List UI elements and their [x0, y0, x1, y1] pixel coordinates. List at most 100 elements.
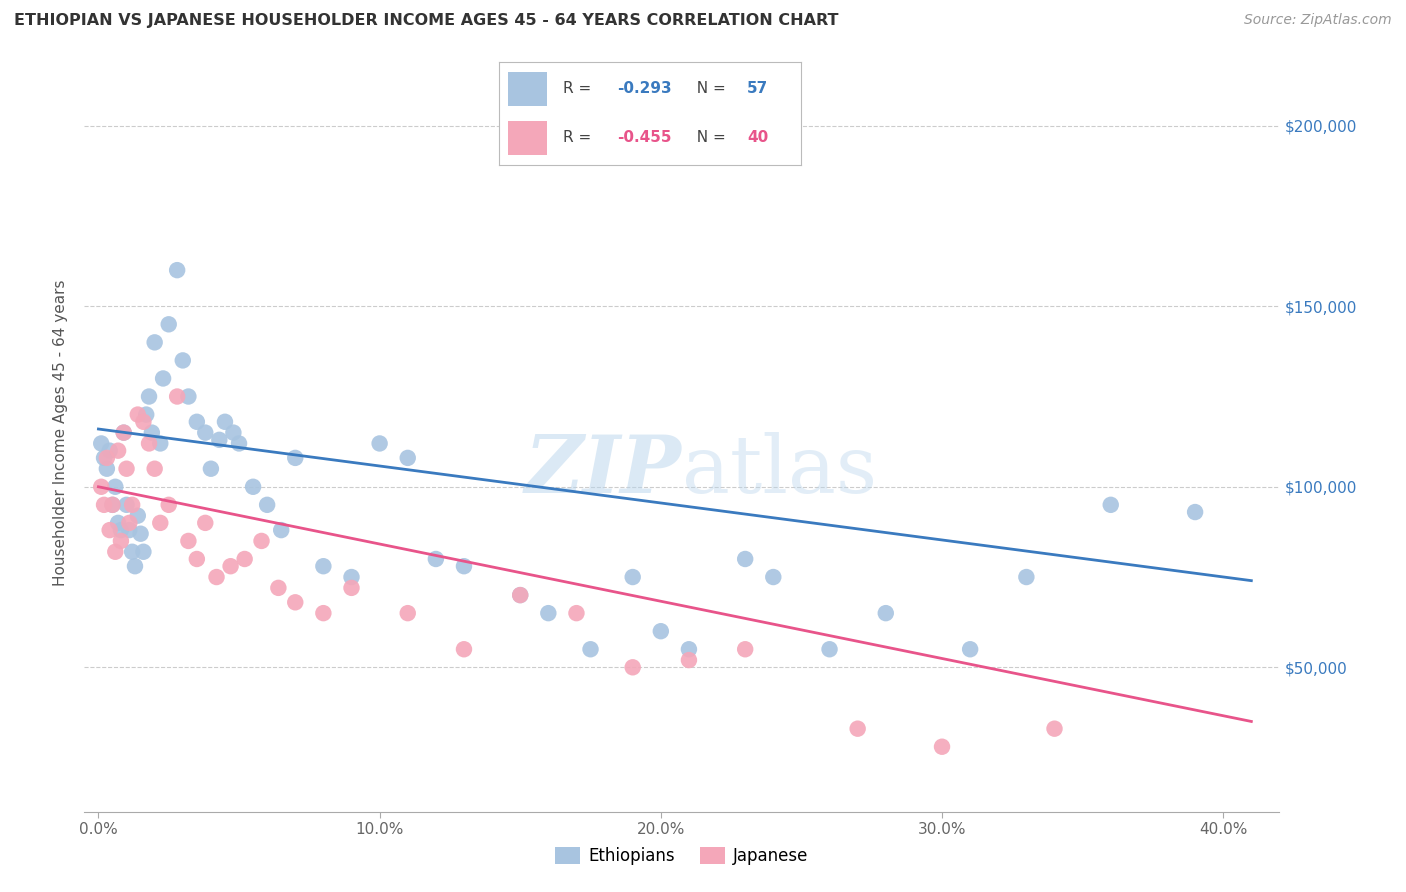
- Point: [112, 425, 135, 440]
- Text: Source: ZipAtlas.com: Source: ZipAtlas.com: [1244, 13, 1392, 28]
- Point: [112, 425, 135, 440]
- Text: 57: 57: [747, 81, 768, 96]
- Point: [256, 498, 278, 512]
- Point: [1015, 570, 1038, 584]
- Point: [1099, 498, 1122, 512]
- Point: [157, 498, 180, 512]
- Point: [678, 642, 700, 657]
- Point: [104, 545, 127, 559]
- Point: [141, 425, 163, 440]
- Point: [267, 581, 290, 595]
- Point: [98, 523, 121, 537]
- Point: [104, 480, 127, 494]
- Point: [129, 526, 152, 541]
- Point: [186, 415, 208, 429]
- Point: [143, 461, 166, 475]
- Point: [509, 588, 531, 602]
- Point: [90, 480, 112, 494]
- Point: [166, 390, 188, 404]
- Point: [312, 559, 335, 574]
- Point: [121, 498, 143, 512]
- Point: [250, 533, 273, 548]
- Text: R =: R =: [562, 130, 596, 145]
- Point: [242, 480, 264, 494]
- Point: [565, 606, 588, 620]
- Point: [98, 443, 121, 458]
- Point: [115, 461, 138, 475]
- Point: [118, 516, 141, 530]
- Point: [734, 642, 756, 657]
- Legend: Ethiopians, Japanese: Ethiopians, Japanese: [548, 840, 815, 871]
- Point: [200, 461, 222, 475]
- Point: [135, 408, 157, 422]
- Point: [340, 570, 363, 584]
- Point: [149, 436, 172, 450]
- Point: [186, 552, 208, 566]
- Point: [93, 498, 115, 512]
- Point: [93, 450, 115, 465]
- Point: [194, 516, 217, 530]
- Point: [110, 533, 132, 548]
- Point: [138, 390, 160, 404]
- Point: [396, 606, 419, 620]
- Point: [152, 371, 174, 385]
- Point: [121, 545, 143, 559]
- Point: [107, 516, 129, 530]
- Point: [312, 606, 335, 620]
- Point: [762, 570, 785, 584]
- Point: [222, 425, 245, 440]
- Point: [107, 443, 129, 458]
- Point: [96, 450, 118, 465]
- Point: [1043, 722, 1066, 736]
- Point: [368, 436, 391, 450]
- Point: [219, 559, 242, 574]
- Point: [149, 516, 172, 530]
- Point: [537, 606, 560, 620]
- Point: [115, 498, 138, 512]
- Point: [425, 552, 447, 566]
- Point: [959, 642, 981, 657]
- Point: [157, 318, 180, 332]
- Point: [172, 353, 194, 368]
- FancyBboxPatch shape: [508, 121, 547, 155]
- Point: [453, 559, 475, 574]
- Text: ETHIOPIAN VS JAPANESE HOUSEHOLDER INCOME AGES 45 - 64 YEARS CORRELATION CHART: ETHIOPIAN VS JAPANESE HOUSEHOLDER INCOME…: [14, 13, 838, 29]
- Point: [124, 559, 146, 574]
- Point: [132, 545, 155, 559]
- Text: -0.455: -0.455: [617, 130, 672, 145]
- Text: -0.293: -0.293: [617, 81, 672, 96]
- Point: [177, 390, 200, 404]
- Point: [101, 498, 124, 512]
- Text: N =: N =: [686, 81, 730, 96]
- Point: [818, 642, 841, 657]
- Point: [734, 552, 756, 566]
- Point: [127, 508, 149, 523]
- Point: [118, 523, 141, 537]
- Point: [509, 588, 531, 602]
- Point: [650, 624, 672, 639]
- Point: [132, 415, 155, 429]
- Text: atlas: atlas: [682, 432, 877, 509]
- Point: [110, 523, 132, 537]
- Point: [621, 570, 644, 584]
- Point: [101, 498, 124, 512]
- Y-axis label: Householder Income Ages 45 - 64 years: Householder Income Ages 45 - 64 years: [53, 279, 69, 586]
- Text: 40: 40: [747, 130, 768, 145]
- Point: [205, 570, 228, 584]
- Point: [127, 408, 149, 422]
- Text: ZIP: ZIP: [524, 432, 682, 509]
- Point: [233, 552, 256, 566]
- Point: [340, 581, 363, 595]
- Point: [875, 606, 897, 620]
- FancyBboxPatch shape: [508, 71, 547, 105]
- Text: N =: N =: [686, 130, 730, 145]
- Point: [228, 436, 250, 450]
- Point: [194, 425, 217, 440]
- Point: [96, 461, 118, 475]
- Point: [621, 660, 644, 674]
- Point: [1184, 505, 1206, 519]
- Point: [284, 450, 307, 465]
- Point: [138, 436, 160, 450]
- Point: [143, 335, 166, 350]
- Point: [208, 433, 231, 447]
